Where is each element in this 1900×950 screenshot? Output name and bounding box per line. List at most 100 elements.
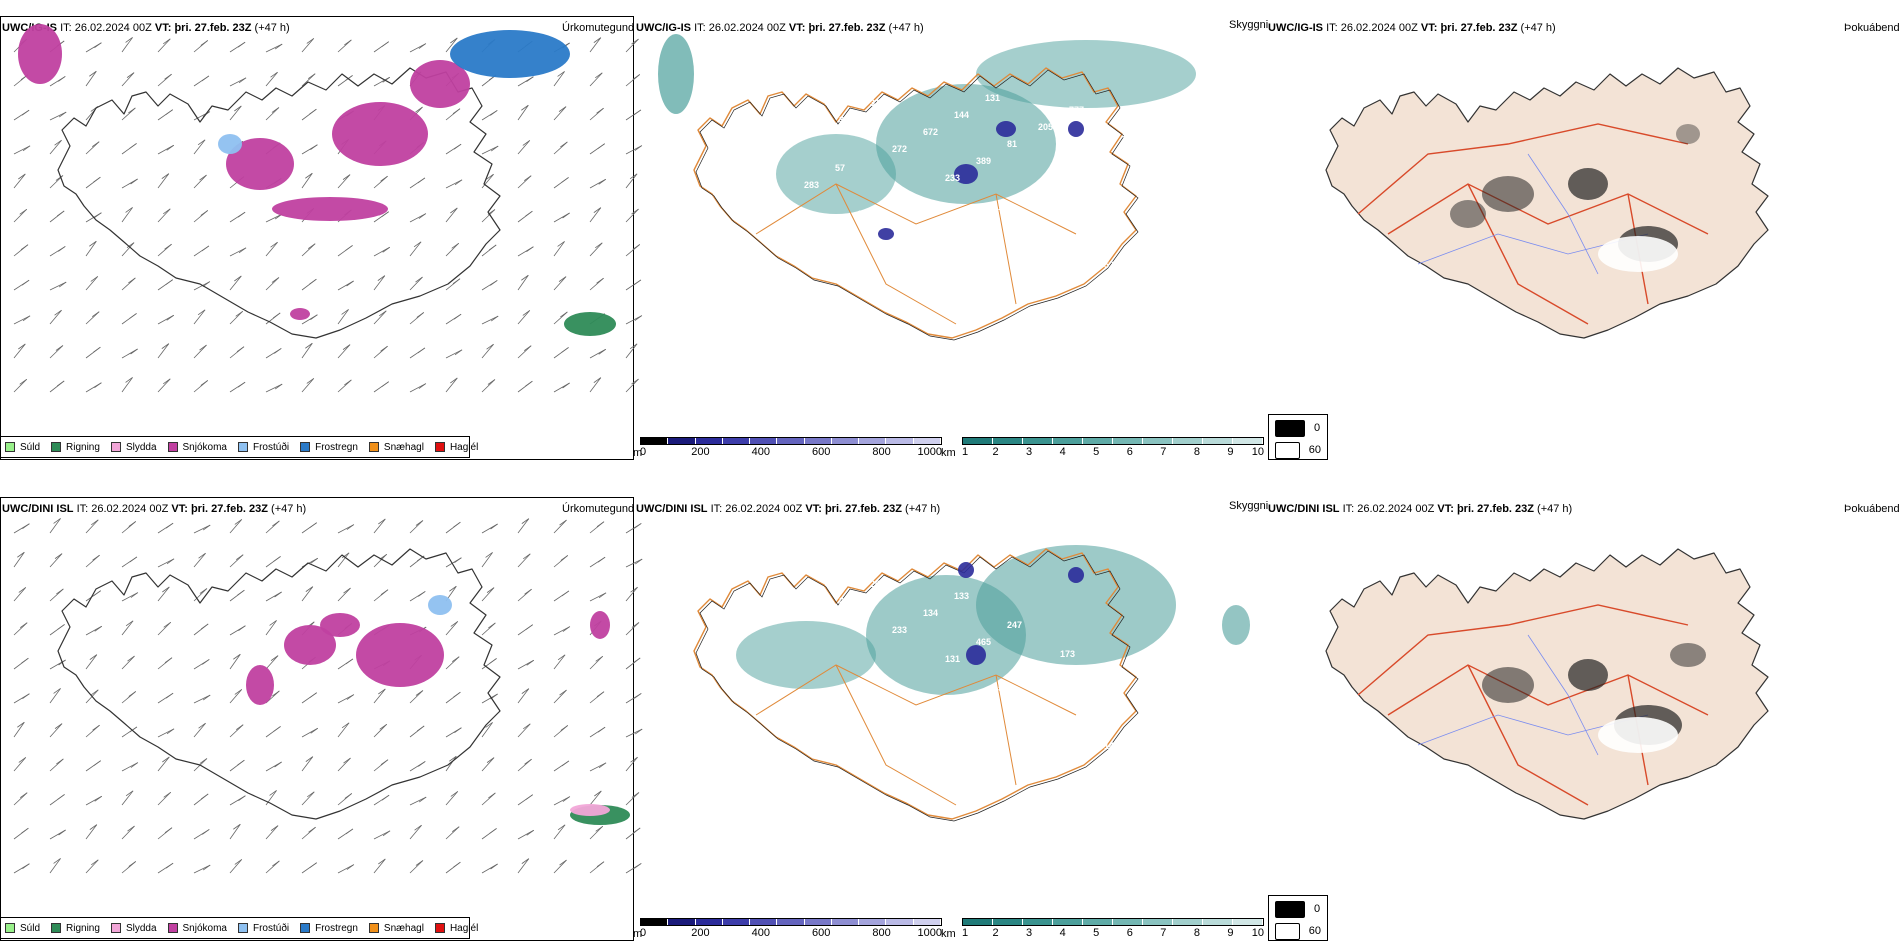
- colorbar-ticks: 1 2 3 4 5 6 7 8 9 10: [962, 926, 1264, 939]
- glacier-white: [1598, 236, 1678, 272]
- wind-barb: [409, 860, 424, 874]
- row2-visibility-map: 640 28 233 131 58 339 148 400 264 134 465 152 232 169…: [693, 545, 1250, 822]
- wind-barb: [481, 343, 494, 359]
- wind-barb-flag: [309, 692, 317, 699]
- ceiling-label: 400: [817, 770, 832, 780]
- wind-barb-flag: [91, 859, 99, 866]
- wind-barb: [265, 825, 279, 840]
- iceland-outline: [57, 67, 501, 339]
- ceiling-label: 76: [910, 238, 920, 248]
- row1-right-it-value: 26.02.2024 00Z: [1340, 22, 1418, 34]
- wind-barb-flag: [165, 279, 173, 286]
- ceiling-label: 232: [1082, 695, 1097, 705]
- wind-barb: [157, 657, 173, 670]
- wind-barb-shaft: [481, 379, 496, 393]
- wind-barb-flag: [274, 43, 283, 50]
- wind-barb: [337, 280, 354, 291]
- wind-barb-flag: [418, 796, 427, 803]
- colorbar-tick-label: 9: [1227, 446, 1234, 458]
- wind-barb-flag: [200, 40, 209, 46]
- wind-barb-shaft: [193, 722, 206, 738]
- row2-mid-vt-label: VT:: [805, 503, 822, 515]
- wind-barb-flag: [307, 243, 316, 250]
- wind-barb: [481, 722, 493, 738]
- wind-barb: [13, 244, 29, 257]
- wind-barb-flag: [91, 689, 99, 696]
- wind-barb-flag: [130, 762, 139, 768]
- wind-barb-flag: [418, 591, 426, 597]
- wind-barb-flag: [94, 382, 102, 389]
- wind-barb-flag: [631, 208, 639, 215]
- wind-barb: [553, 141, 568, 155]
- wind-barb: [193, 174, 207, 189]
- wind-barb: [589, 790, 602, 806]
- row2-vt-value: þri. 27.feb. 23Z: [190, 503, 268, 515]
- row1-right-it-label: IT:: [1326, 22, 1338, 34]
- wind-barb: [301, 586, 314, 602]
- wind-barb-flag: [596, 277, 604, 284]
- wind-barb-shaft: [49, 723, 63, 738]
- wind-barb: [301, 73, 316, 87]
- wind-barb-flag: [559, 859, 567, 866]
- wind-barb-flag: [270, 655, 279, 661]
- wind-barb-shaft: [445, 377, 458, 393]
- wind-barb: [373, 381, 389, 393]
- wind-barb-shaft: [121, 72, 135, 87]
- wind-barb: [85, 654, 98, 670]
- wind-barb-flag: [128, 521, 137, 527]
- wind-barb-shaft: [553, 71, 565, 87]
- wind-barb-flag: [309, 862, 317, 869]
- ceiling-label: 145: [857, 209, 872, 219]
- wind-barb-shaft: [589, 592, 607, 602]
- ceiling-label: 62: [932, 765, 942, 775]
- wind-barb-flag: [273, 726, 281, 732]
- wind-barb: [121, 207, 133, 223]
- wind-barb: [193, 694, 211, 704]
- wind-barb: [229, 859, 243, 874]
- wind-barb: [337, 245, 353, 257]
- wind-barb: [553, 382, 570, 393]
- legend-swatch: [434, 923, 445, 933]
- wind-barb-flag: [125, 37, 133, 43]
- wind-barb-shaft: [589, 762, 607, 772]
- wind-barb-shaft: [265, 71, 278, 87]
- wind-barb-flag: [631, 622, 640, 628]
- fog-legend-swatch: [1275, 441, 1300, 459]
- colorbar-cell: [1113, 438, 1143, 444]
- wind-barb-shaft: [625, 586, 638, 602]
- wind-barb-flag: [414, 824, 422, 831]
- colorbar-cell: [1173, 438, 1203, 444]
- legend-label: Haglél: [449, 441, 479, 453]
- wind-barb-flag: [416, 312, 425, 318]
- wind-barb-flag: [561, 590, 570, 597]
- wind-barb-flag: [486, 173, 494, 180]
- wind-barb-flag: [271, 277, 280, 283]
- row2-mid-lead: (+47 h): [905, 503, 941, 515]
- row2-mid-model: UWC/DINI ISL: [636, 503, 708, 515]
- ceiling-label: 131: [945, 654, 960, 664]
- wind-barb-flag: [93, 590, 101, 597]
- wind-barb-shaft: [553, 519, 567, 534]
- wind-barb: [13, 657, 29, 670]
- wind-barb: [553, 796, 571, 806]
- wind-barb-flag: [415, 860, 424, 866]
- wind-barb: [481, 110, 498, 121]
- wind-barb-shaft: [265, 213, 283, 223]
- wind-barb-shaft: [481, 315, 499, 325]
- wind-barb: [589, 107, 604, 121]
- wind-barb-flag: [595, 655, 603, 662]
- wind-barb: [625, 863, 642, 874]
- wind-barb-flag: [415, 276, 423, 283]
- wind-barb-flag: [19, 378, 27, 385]
- wind-barb-shaft: [517, 723, 531, 738]
- wind-barb-flag: [22, 693, 30, 700]
- snow-area: [284, 625, 336, 665]
- colorbar-tick-label: 4: [1059, 927, 1066, 939]
- row2-right-vt-value: þri. 27.feb. 23Z: [1456, 503, 1534, 515]
- row1-precip-title: Úrkomutegund: [562, 22, 635, 34]
- legend-swatch: [110, 923, 121, 933]
- wind-barb-shaft: [481, 209, 496, 223]
- wind-barb-shaft: [265, 241, 278, 257]
- wind-barb-shaft: [409, 824, 422, 840]
- wind-barb-flag: [486, 343, 494, 350]
